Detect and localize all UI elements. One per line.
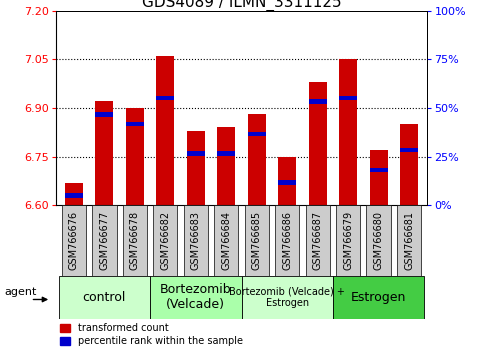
Bar: [62, 205, 86, 276]
Bar: [217, 151, 235, 155]
Bar: [150, 276, 242, 319]
Bar: [278, 156, 297, 205]
Text: Estrogen: Estrogen: [351, 291, 406, 304]
Bar: [339, 59, 357, 205]
Bar: [369, 167, 388, 172]
Bar: [217, 127, 235, 205]
Bar: [156, 96, 174, 100]
Bar: [336, 205, 360, 276]
Bar: [278, 181, 297, 185]
Text: GSM766677: GSM766677: [99, 211, 109, 270]
Bar: [214, 205, 239, 276]
Text: GSM766682: GSM766682: [160, 211, 170, 270]
Text: Bortezomib
(Velcade): Bortezomib (Velcade): [160, 283, 231, 312]
Bar: [186, 131, 205, 205]
Bar: [397, 205, 421, 276]
Bar: [400, 148, 418, 152]
Bar: [65, 183, 83, 205]
Bar: [156, 56, 174, 205]
Bar: [153, 205, 177, 276]
Text: GSM766687: GSM766687: [313, 211, 323, 270]
Text: GSM766685: GSM766685: [252, 211, 262, 270]
Bar: [306, 205, 330, 276]
Text: GSM766686: GSM766686: [282, 211, 292, 270]
Bar: [400, 124, 418, 205]
Bar: [244, 205, 269, 276]
Bar: [186, 151, 205, 155]
Bar: [126, 108, 144, 205]
Bar: [248, 132, 266, 136]
Text: control: control: [83, 291, 126, 304]
Bar: [58, 276, 150, 319]
Bar: [95, 102, 114, 205]
Title: GDS4089 / ILMN_3311125: GDS4089 / ILMN_3311125: [142, 0, 341, 11]
Bar: [339, 96, 357, 100]
Bar: [367, 205, 391, 276]
Bar: [369, 150, 388, 205]
Bar: [248, 114, 266, 205]
Bar: [65, 194, 83, 198]
Text: Bortezomib (Velcade) +
Estrogen: Bortezomib (Velcade) + Estrogen: [229, 286, 345, 308]
Bar: [184, 205, 208, 276]
Bar: [123, 205, 147, 276]
Text: GSM766680: GSM766680: [374, 211, 384, 270]
Text: GSM766684: GSM766684: [221, 211, 231, 270]
Bar: [333, 276, 425, 319]
Text: GSM766676: GSM766676: [69, 211, 79, 270]
Bar: [309, 99, 327, 104]
Text: GSM766681: GSM766681: [404, 211, 414, 270]
Bar: [126, 122, 144, 126]
Bar: [92, 205, 116, 276]
Bar: [95, 112, 114, 116]
Text: agent: agent: [4, 287, 37, 297]
Text: GSM766679: GSM766679: [343, 211, 353, 270]
Legend: transformed count, percentile rank within the sample: transformed count, percentile rank withi…: [60, 324, 243, 346]
Bar: [242, 276, 333, 319]
Text: GSM766678: GSM766678: [130, 211, 140, 270]
Text: GSM766683: GSM766683: [191, 211, 201, 270]
Bar: [275, 205, 299, 276]
Bar: [309, 82, 327, 205]
